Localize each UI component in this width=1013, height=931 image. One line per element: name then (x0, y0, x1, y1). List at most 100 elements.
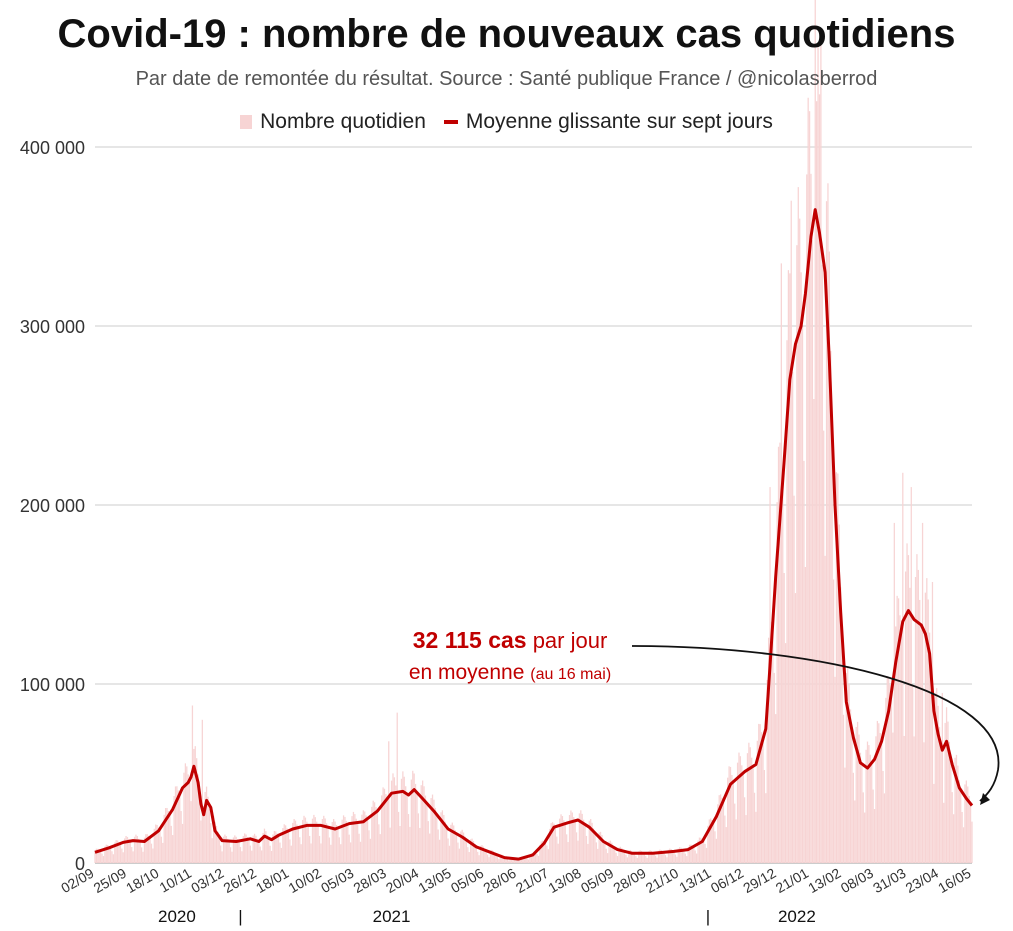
daily-bar (427, 821, 429, 863)
daily-bar (724, 815, 726, 863)
daily-bar (605, 848, 607, 863)
x-tick-label: 16/05 (935, 865, 974, 896)
daily-bar (783, 573, 785, 863)
daily-bar (403, 776, 405, 863)
daily-bar (680, 847, 682, 863)
daily-bar (506, 859, 509, 863)
daily-bar (324, 818, 326, 863)
daily-bar (372, 800, 374, 863)
daily-bar (845, 672, 847, 863)
y-tick-label: 300 000 (20, 317, 85, 337)
daily-bar (188, 781, 191, 863)
daily-bar (400, 778, 403, 863)
daily-bar (495, 854, 497, 863)
daily-bar (318, 835, 321, 863)
daily-bar (252, 835, 254, 863)
daily-bar (647, 851, 650, 863)
daily-bar (759, 724, 761, 863)
daily-bar (365, 815, 367, 863)
daily-bar (640, 850, 643, 863)
daily-bar (883, 793, 886, 863)
daily-bar (961, 811, 963, 863)
daily-bar (763, 770, 766, 863)
daily-bar (760, 732, 763, 863)
daily-bar (866, 741, 869, 863)
x-tick-label: 20/04 (383, 865, 422, 896)
daily-bar (592, 828, 595, 863)
legend-item-bars: Nombre quotidien (240, 110, 426, 134)
daily-bar (163, 814, 165, 863)
daily-bar (638, 851, 640, 863)
daily-bar (779, 442, 781, 863)
daily-bar (424, 795, 427, 863)
daily-bar (100, 850, 102, 863)
daily-bar (349, 842, 352, 863)
x-tick-label: 13/05 (415, 865, 454, 896)
daily-bar (628, 850, 630, 863)
daily-bar (659, 849, 661, 863)
daily-bar (782, 487, 784, 863)
daily-bar (944, 722, 946, 863)
daily-bar (652, 852, 654, 863)
daily-bar (876, 720, 879, 863)
daily-bar (574, 821, 576, 863)
daily-bar (621, 847, 623, 863)
daily-bar (960, 791, 962, 863)
x-tick-label: 29/12 (740, 865, 779, 896)
daily-bar (416, 794, 418, 863)
daily-bar (893, 522, 895, 863)
daily-bar (467, 847, 469, 863)
daily-bar (566, 834, 568, 863)
daily-bar (852, 772, 855, 863)
daily-bar (869, 754, 871, 863)
daily-bar (823, 430, 825, 863)
daily-bar (734, 803, 736, 863)
daily-bar (241, 851, 243, 863)
daily-bar (166, 807, 168, 863)
daily-bar (234, 835, 236, 863)
daily-bar (934, 692, 936, 863)
daily-bar (300, 844, 302, 863)
x-tick-label: 05/06 (448, 865, 487, 896)
daily-bar (472, 840, 475, 863)
daily-bar (311, 818, 314, 863)
daily-bar (368, 830, 370, 863)
legend-bar-swatch-icon (240, 115, 253, 129)
daily-bar (307, 826, 309, 863)
daily-bar (152, 848, 154, 863)
daily-bar (330, 844, 332, 863)
daily-bar (532, 853, 534, 863)
daily-bar (139, 841, 141, 863)
daily-bar (280, 847, 283, 863)
daily-bar (478, 855, 480, 863)
daily-bar (608, 841, 610, 863)
daily-bar (598, 832, 600, 863)
daily-bar (772, 626, 774, 863)
daily-bar (650, 850, 653, 863)
daily-bar (275, 831, 277, 863)
daily-bar (115, 840, 117, 863)
daily-bar (512, 857, 514, 863)
daily-bar (967, 786, 969, 863)
daily-bar (848, 683, 850, 863)
daily-bar (587, 843, 589, 863)
daily-bar (859, 752, 862, 863)
daily-bar (643, 853, 645, 863)
grid-layer (95, 146, 972, 864)
daily-bar (344, 816, 346, 863)
daily-bar (297, 828, 299, 863)
daily-bar (485, 850, 487, 863)
daily-bar (266, 835, 268, 863)
daily-bar (184, 763, 187, 863)
daily-bar (101, 853, 103, 863)
daily-bar (355, 818, 357, 863)
y-tick-label: 400 000 (20, 138, 85, 158)
x-tick-label: 18/01 (253, 865, 292, 896)
daily-bar (347, 824, 349, 863)
daily-bar (323, 815, 325, 863)
daily-bar (832, 579, 835, 863)
x-tick-label: 05/03 (318, 865, 357, 896)
daily-bar (962, 827, 965, 863)
daily-bar (536, 854, 538, 863)
daily-bar (691, 845, 694, 863)
